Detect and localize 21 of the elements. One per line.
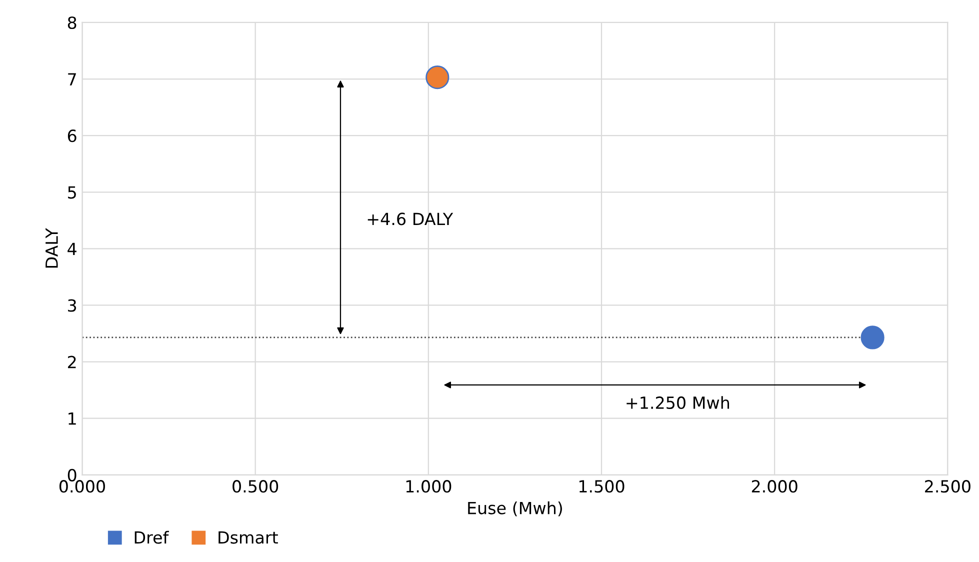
legend-label: Dref	[134, 530, 169, 544]
x-tick-label: 2.000	[752, 480, 798, 493]
x-axis-title: Euse (Mwh)	[468, 501, 562, 516]
x-tick-label: 0.000	[59, 480, 105, 493]
legend-label: Dsmart	[218, 531, 278, 544]
y-tick-label: 7	[68, 73, 76, 86]
x-tick-label: 0.500	[232, 480, 278, 493]
annotation: +4.6 DALY	[368, 212, 454, 226]
x-tick-label: 1.500	[579, 480, 624, 493]
y-tick-label: 3	[68, 299, 76, 312]
y-tick-label: 1	[68, 412, 76, 425]
y-tick-label: 2	[68, 356, 76, 368]
x-tick-label: 1.000	[406, 480, 452, 493]
annotation: +1.250 Mwh	[626, 396, 730, 410]
y-tick-label: 4	[68, 242, 76, 256]
y-axis-title: DALY	[46, 228, 58, 268]
y-tick-label: 5	[68, 186, 76, 199]
y-tick-label: 6	[68, 130, 76, 142]
y-tick-label: 8	[68, 16, 76, 30]
y-tick-label: 0	[68, 468, 76, 482]
x-tick-label: 2.500	[925, 480, 970, 493]
